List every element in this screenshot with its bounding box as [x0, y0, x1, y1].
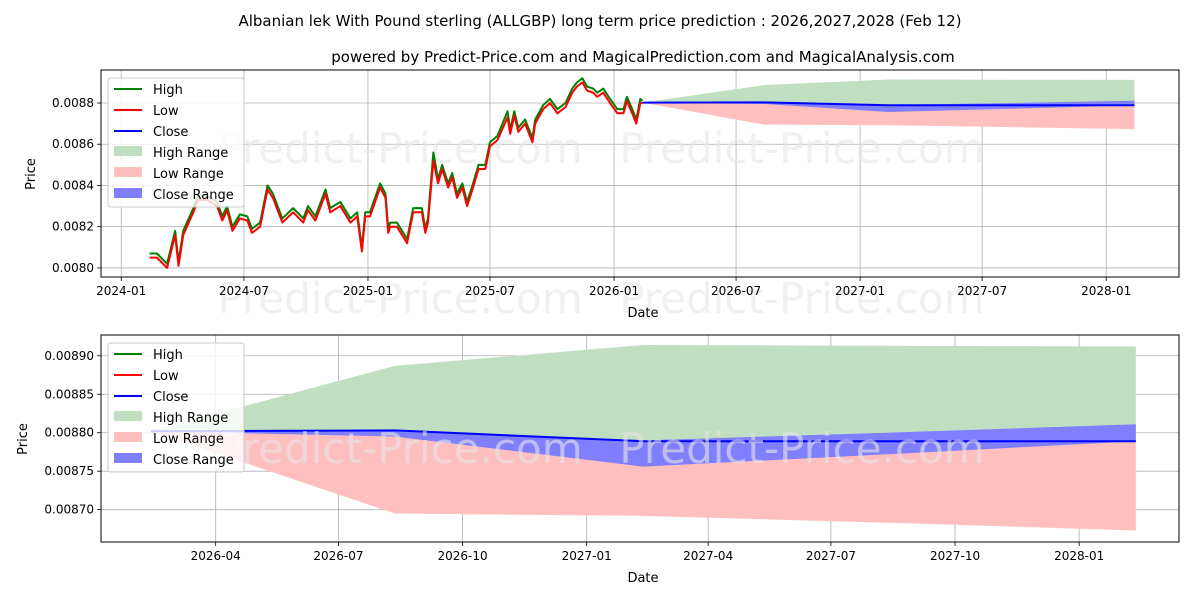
watermark: Predict-Price.com — [619, 124, 984, 173]
legend-close-label: Close — [153, 125, 188, 140]
y-tick-label: 0.0088 — [52, 96, 94, 110]
legend-low-range-swatch — [114, 432, 142, 442]
legend-low-label: Low — [153, 369, 179, 384]
x-tick-label: 2027-04 — [683, 549, 733, 563]
legend-high-label: High — [153, 348, 183, 363]
y-tick-label: 0.00885 — [44, 387, 94, 401]
legend-close-label: Close — [153, 390, 188, 405]
legend-low-range-swatch — [114, 167, 142, 177]
watermark: Predict-Price.com — [217, 274, 582, 323]
plot-frame — [100, 69, 1180, 278]
legend-close-range-label: Close Range — [153, 188, 234, 203]
high-range-area — [642, 79, 1135, 106]
legend-close-range-swatch — [114, 453, 142, 463]
close-forecast-line — [150, 429, 1136, 443]
legend-high-range-label: High Range — [153, 146, 228, 161]
close-forecast-line — [642, 101, 1135, 107]
y-tick-label: 0.00880 — [44, 426, 94, 440]
y-axis-label: Price — [24, 158, 39, 190]
chart-title: Albanian lek With Pound sterling (ALLGBP… — [238, 12, 961, 30]
x-tick-label: 2027-07 — [957, 284, 1007, 298]
legend-close-range-swatch — [114, 188, 142, 198]
legend-low-label: Low — [153, 104, 179, 119]
axes: 2026-04 2026-07 2026-10 2027-01 2027-04 2027-… — [44, 334, 1180, 563]
chart-subtitle: powered by Predict-Price.com and Magical… — [331, 48, 955, 66]
y-tick-label: 0.0084 — [52, 178, 94, 192]
x-tick-label: 2026-01 — [589, 284, 639, 298]
x-tick-label: 2026-07 — [711, 284, 761, 298]
x-tick-label: 2026-07 — [313, 549, 363, 563]
watermark: Predict-Price.com — [619, 424, 984, 473]
x-axis-label: Date — [627, 571, 658, 586]
y-tick-label: 0.0082 — [52, 220, 94, 234]
watermark-group: Predict-Price.com Predict-Price.com — [217, 424, 984, 473]
legend-close-range-label: Close Range — [153, 453, 234, 468]
x-tick-label: 2027-01 — [835, 284, 885, 298]
x-axis-label: Date — [627, 306, 658, 321]
x-tick-label: 2027-01 — [562, 549, 612, 563]
legend-high-label: High — [153, 83, 183, 98]
y-tick-label: 0.00875 — [44, 464, 94, 478]
x-tick-label: 2026-10 — [438, 549, 488, 563]
high-range-area — [150, 345, 1136, 442]
close-range-area — [150, 424, 1136, 467]
low-line — [149, 81, 643, 269]
x-tick-label: 2027-07 — [806, 549, 856, 563]
legend-low-range-label: Low Range — [153, 167, 224, 182]
watermark: Predict-Price.com — [217, 424, 582, 473]
x-tick-label: 2025-01 — [343, 284, 393, 298]
y-tick-label: 0.0086 — [52, 137, 94, 151]
x-tick-label: 2025-07 — [465, 284, 515, 298]
y-axis-label: Price — [16, 423, 31, 455]
watermark-group: Predict-Price.com Predict-Price.com Pred… — [217, 124, 984, 323]
x-tick-label: 2024-07 — [219, 284, 269, 298]
watermark: Predict-Price.com — [619, 274, 984, 323]
y-tick-label: 0.00870 — [44, 503, 94, 517]
axes: 2024-01 2024-07 2025-01 2025-07 2026-01 2026-… — [52, 69, 1180, 298]
x-tick-label: 2028-01 — [1081, 284, 1131, 298]
low-range-area — [150, 430, 1136, 531]
plot-frame — [100, 334, 1180, 543]
legend: High Low Close High Range Low Range Clos… — [107, 342, 245, 473]
low-range-area — [642, 102, 1135, 130]
legend-high-range-swatch — [114, 146, 142, 156]
x-tick-label: 2026-04 — [191, 549, 241, 563]
legend-high-range-label: High Range — [153, 411, 228, 426]
series-marks — [149, 77, 1135, 269]
x-tick-label: 2027-10 — [930, 549, 980, 563]
legend-low-range-label: Low Range — [153, 432, 224, 447]
watermark: Predict-Price.com — [217, 124, 582, 173]
x-tick-label: 2024-01 — [96, 284, 146, 298]
y-tick-label: 0.00890 — [44, 349, 94, 363]
close-range-area — [642, 100, 1135, 113]
x-tick-label: 2028-01 — [1054, 549, 1104, 563]
long-term-chart-panel: Predict-Price.com Predict-Price.com Pred… — [24, 69, 1180, 323]
legend: High Low Close High Range Low Range Clos… — [107, 77, 245, 208]
series-marks — [150, 345, 1136, 531]
forecast-chart-panel: Predict-Price.com Predict-Price.com 2026… — [16, 334, 1180, 586]
legend-high-range-swatch — [114, 411, 142, 421]
y-tick-label: 0.0080 — [52, 261, 94, 275]
